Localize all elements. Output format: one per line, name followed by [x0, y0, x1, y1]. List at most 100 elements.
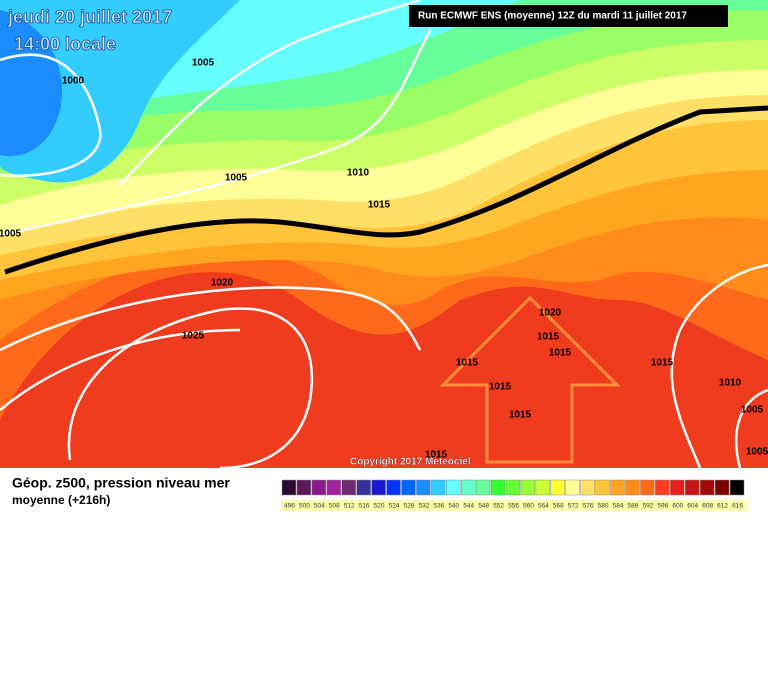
isobar-label: 1015	[489, 382, 512, 393]
scale-label: 512	[344, 503, 355, 510]
scale-label: 604	[687, 503, 698, 510]
isobar-line	[0, 328, 241, 411]
scale-label: 540	[448, 503, 459, 510]
copyright: Copyright 2017 Meteociel	[350, 457, 471, 468]
scale-swatch	[401, 479, 416, 496]
scale-swatch	[296, 479, 312, 496]
isobar-line	[0, 53, 102, 177]
scale-label: 584	[613, 503, 624, 510]
scale-swatch	[490, 479, 506, 496]
run-box	[409, 5, 728, 27]
scale-label: 496	[284, 503, 295, 510]
scale-swatch	[550, 479, 566, 496]
isobar-label: 1015	[651, 358, 674, 369]
run-info: Run ECMWF ENS (moyenne) 12Z du mardi 11 …	[418, 11, 687, 22]
z552-line	[4, 105, 768, 275]
highlight-arrow	[439, 295, 621, 464]
scale-swatch	[475, 479, 491, 496]
scale-label: 548	[478, 503, 489, 510]
scale-label: 524	[389, 503, 400, 510]
isobar-label: 1010	[719, 378, 742, 389]
isobar-label: 1010	[347, 168, 370, 179]
scale-label: 536	[433, 503, 444, 510]
scale-label: 612	[717, 503, 728, 510]
scale-swatch	[386, 479, 401, 496]
scale-swatch	[699, 479, 715, 496]
scale-label: 596	[657, 503, 668, 510]
scale-label: 528	[404, 503, 415, 510]
scale-swatch	[655, 479, 670, 496]
legend-title: Géop. z500, pression niveau mer	[12, 475, 230, 491]
scale-swatch	[356, 479, 371, 496]
scale-label: 572	[568, 503, 579, 510]
scale-swatch	[610, 479, 625, 496]
scale-label: 560	[523, 503, 534, 510]
scale-swatch	[535, 479, 551, 496]
scale-label: 588	[628, 503, 639, 510]
valid-date: jeudi 20 juillet 2017	[7, 7, 172, 27]
scale-label: 532	[418, 503, 429, 510]
isobar-label: 1005	[192, 58, 215, 69]
scale-label: 576	[583, 503, 594, 510]
scale-swatch	[431, 479, 446, 496]
scale-swatch	[685, 479, 700, 496]
isobar-label: 1015	[425, 450, 448, 461]
scale-swatch	[311, 479, 327, 496]
isobar-label: 1020	[211, 278, 234, 289]
isobar-label: 1025	[182, 331, 205, 342]
scale-swatch	[729, 479, 745, 496]
scale-swatch	[505, 479, 521, 496]
scale-label: 568	[553, 503, 564, 510]
isobar-label: 1000	[62, 76, 85, 87]
scale-label: 616	[732, 503, 743, 510]
scale-label: 608	[702, 503, 713, 510]
isobar-label: 1005	[0, 229, 22, 240]
isobar-label: 1015	[509, 410, 532, 421]
legend-subtitle: moyenne (+216h)	[12, 493, 110, 507]
scale-swatch	[281, 479, 297, 496]
scale-swatch	[520, 479, 536, 496]
isobar-label: 1015	[456, 358, 479, 369]
scale-label: 600	[672, 503, 683, 510]
isobar-label: 1015	[549, 348, 572, 359]
scale-swatch	[565, 479, 580, 496]
scale-swatch	[580, 479, 595, 496]
scale-swatch	[460, 479, 476, 496]
scale-label: 592	[642, 503, 653, 510]
scale-label: 500	[299, 503, 310, 510]
isobar-labels: 1005 1000 1005 1010 1015 1005 1020 1025 1020 1015…	[0, 58, 768, 461]
scale-swatch	[625, 479, 640, 496]
isobar-label: 1020	[539, 308, 562, 319]
isobar-line	[734, 388, 768, 469]
band	[0, 10, 62, 157]
isobar-line	[119, 0, 421, 186]
scale-label: 544	[463, 503, 474, 510]
valid-time: 14:00 locale	[14, 34, 116, 54]
isobar-line	[67, 307, 314, 470]
isobar-line	[0, 286, 422, 352]
isobar-label: 1005	[746, 447, 768, 458]
isobar-label: 1015	[368, 200, 391, 211]
scale-swatch	[595, 479, 610, 496]
scale-swatch	[341, 479, 356, 496]
scale-label: 508	[329, 503, 340, 510]
isobar-label: 1005	[225, 173, 248, 184]
scale-swatch	[446, 479, 461, 496]
color-scale: 496 500 504 508 512 516 520 524 528 532 536 540 544 5…	[281, 479, 745, 510]
band	[0, 0, 240, 183]
isobar-label: 1005	[741, 405, 764, 416]
scale-swatch	[416, 479, 431, 496]
scale-label: 552	[493, 503, 504, 510]
scale-swatch	[326, 479, 341, 496]
scale-swatch	[714, 479, 730, 496]
isobar-label: 1015	[537, 332, 560, 343]
scale-swatch	[670, 479, 685, 496]
scale-label-strip	[281, 500, 747, 511]
scale-swatch	[640, 479, 655, 496]
isobar-line	[0, 29, 432, 237]
isobars	[0, 0, 768, 470]
scale-swatch	[371, 479, 386, 496]
scale-label: 564	[538, 503, 549, 510]
